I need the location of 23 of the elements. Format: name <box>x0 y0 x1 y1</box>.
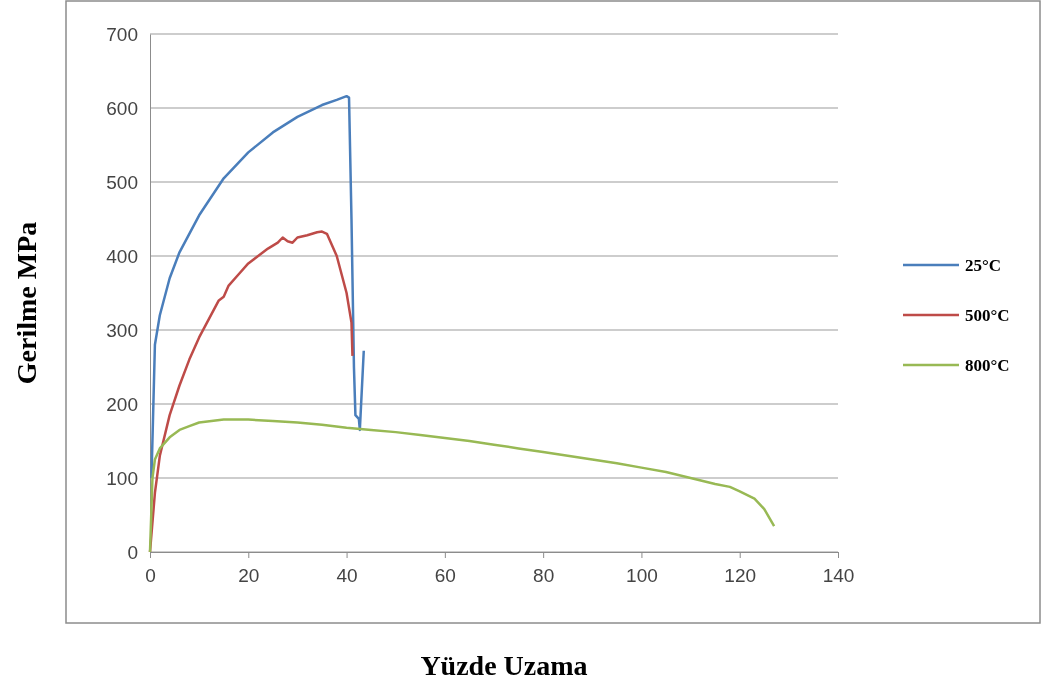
y-tick-label: 100 <box>106 467 138 489</box>
x-tick-label: 40 <box>336 564 358 586</box>
x-tick-label: 0 <box>145 564 156 586</box>
x-axis-title: Yüzde Uzama <box>420 650 588 681</box>
y-tick-label: 700 <box>106 23 138 45</box>
x-tick-label: 140 <box>822 564 855 586</box>
y-tick-label: 600 <box>106 97 138 119</box>
x-tick-label: 20 <box>238 564 260 586</box>
line-series <box>148 418 776 554</box>
legend-label: 800°C <box>965 355 1010 375</box>
y-tick-label: 400 <box>106 245 138 267</box>
y-tick-label: 500 <box>106 171 138 193</box>
x-tick-label: 100 <box>626 564 658 586</box>
line-series <box>150 94 366 480</box>
x-tick-label: 60 <box>434 564 456 586</box>
y-tick-label: 300 <box>106 319 138 341</box>
legend-label: 25°C <box>965 255 1002 275</box>
y-axis-title: Gerilme MPa <box>11 221 42 385</box>
y-tick-label: 200 <box>106 393 138 415</box>
legend-label: 500°C <box>965 305 1010 325</box>
x-tick-label: 120 <box>724 564 757 586</box>
y-tick-label: 0 <box>127 541 138 563</box>
x-tick-label: 80 <box>533 564 555 586</box>
